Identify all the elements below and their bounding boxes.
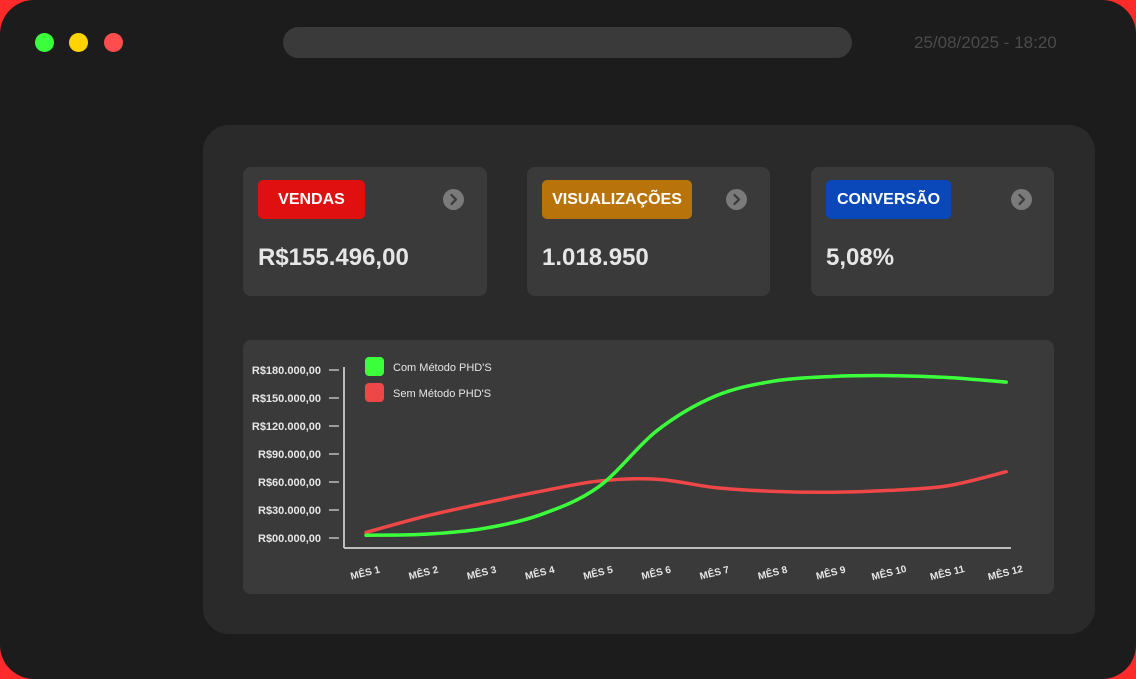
card-visualizacoes-label: VISUALIZAÇÕES (542, 180, 692, 219)
y-tick-label: R$180.000,00 (252, 365, 321, 377)
x-tick-label: MÊS 12 (987, 562, 1025, 583)
y-tick-label: R$150.000,00 (252, 393, 321, 405)
series-line-sem-metodo (364, 469, 1008, 535)
card-vendas[interactable]: VENDAS R$155.496,00 (243, 167, 487, 296)
x-tick-label: MÊS 9 (815, 563, 848, 583)
x-tick-label: MÊS 10 (870, 562, 908, 583)
x-tick-label: MÊS 5 (582, 563, 615, 583)
x-tick-label: MÊS 1 (349, 563, 382, 583)
window-green-dot[interactable] (35, 33, 54, 52)
chevron-right-icon[interactable] (443, 189, 464, 210)
card-visualizacoes[interactable]: VISUALIZAÇÕES 1.018.950 (527, 167, 770, 296)
x-tick-label: MÊS 3 (465, 563, 498, 583)
legend-swatch (365, 357, 384, 376)
window-red-dot[interactable] (104, 33, 123, 52)
window-yellow-dot[interactable] (69, 33, 88, 52)
x-tick-label: MÊS 8 (756, 563, 789, 583)
y-tick-label: R$30.000,00 (258, 505, 321, 517)
card-vendas-label: VENDAS (258, 180, 365, 219)
x-tick-label: MÊS 6 (640, 563, 673, 583)
x-tick-label: MÊS 4 (524, 563, 557, 583)
chevron-right-icon[interactable] (1011, 189, 1032, 210)
x-tick-label: MÊS 7 (698, 563, 731, 583)
legend-label: Com Método PHD'S (393, 362, 492, 374)
card-conversao[interactable]: CONVERSÃO 5,08% (811, 167, 1054, 296)
card-conversao-value: 5,08% (826, 244, 895, 271)
card-vendas-value: R$155.496,00 (258, 244, 409, 271)
datetime-label: 25/08/2025 - 18:20 (914, 33, 1057, 52)
card-visualizacoes-value: 1.018.950 (542, 244, 649, 271)
legend-swatch (365, 383, 384, 402)
chevron-right-icon[interactable] (726, 189, 747, 210)
x-tick-label: MÊS 11 (929, 562, 967, 583)
chart-svg: R$00.000,00 R$30.000,00 R$60.000,00 R$90.00… (252, 357, 1025, 583)
legend-label: Sem Método PHD'S (393, 388, 491, 400)
y-tick-label: R$90.000,00 (258, 449, 321, 461)
series-line-com-metodo (364, 373, 1008, 537)
address-bar[interactable] (283, 27, 852, 58)
y-tick-label: R$00.000,00 (258, 533, 321, 545)
card-conversao-label: CONVERSÃO (826, 180, 951, 219)
y-tick-label: R$60.000,00 (258, 477, 321, 489)
dashboard-panel: VENDAS R$155.496,00 VISUALIZAÇÕES 1.018.… (203, 125, 1095, 634)
y-tick-label: R$120.000,00 (252, 421, 321, 433)
x-tick-label: MÊS 2 (407, 563, 440, 583)
line-chart: R$00.000,00 R$30.000,00 R$60.000,00 R$90.00… (243, 340, 1054, 594)
